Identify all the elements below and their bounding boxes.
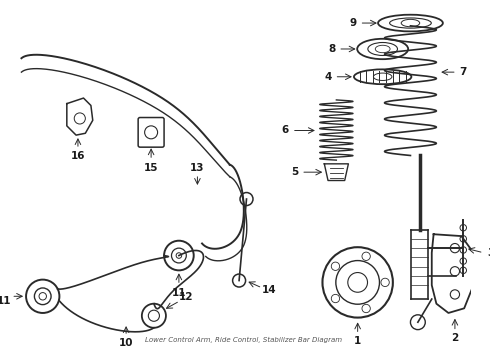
Text: 9: 9 xyxy=(349,18,357,28)
Text: 5: 5 xyxy=(291,167,298,177)
Text: 1: 1 xyxy=(354,336,361,346)
Text: 11: 11 xyxy=(172,288,186,298)
Text: 15: 15 xyxy=(144,163,158,172)
Text: 4: 4 xyxy=(324,72,332,82)
Text: 6: 6 xyxy=(282,126,289,135)
Text: 10: 10 xyxy=(119,338,133,348)
Text: 2: 2 xyxy=(451,333,459,343)
Text: 14: 14 xyxy=(262,285,276,295)
Text: 3: 3 xyxy=(488,248,490,258)
Text: 11: 11 xyxy=(0,296,11,306)
Text: 13: 13 xyxy=(190,163,205,172)
Text: 12: 12 xyxy=(179,292,194,302)
Text: Lower Control Arm, Ride Control, Stabilizer Bar Diagram: Lower Control Arm, Ride Control, Stabili… xyxy=(145,337,343,343)
Text: 7: 7 xyxy=(460,67,467,77)
Text: 8: 8 xyxy=(328,44,335,54)
Text: 16: 16 xyxy=(71,152,85,161)
